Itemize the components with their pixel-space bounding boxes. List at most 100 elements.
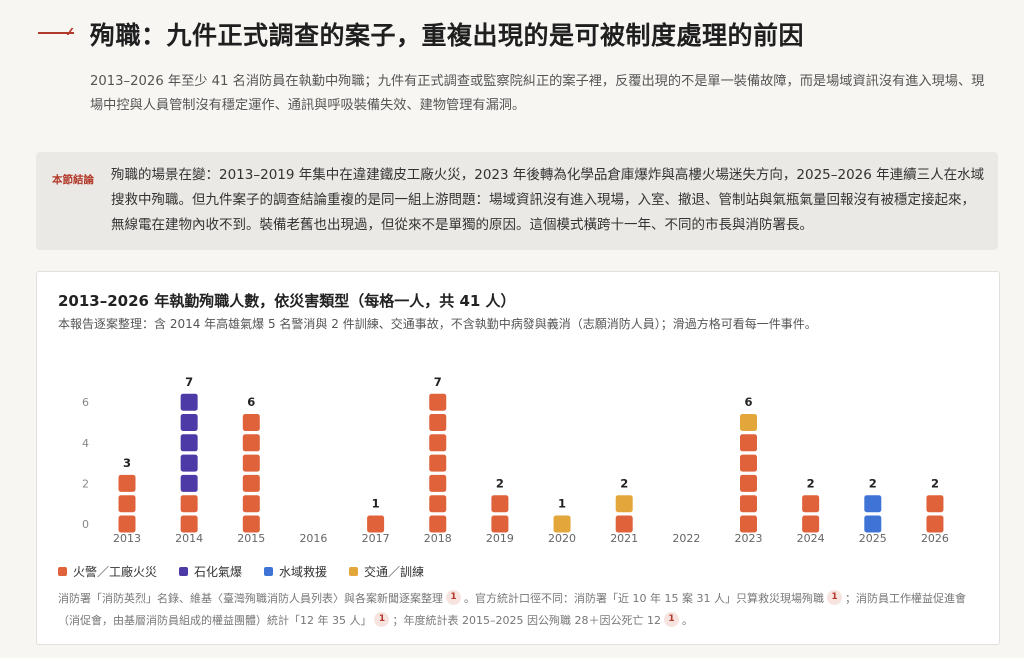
case-square[interactable] (118, 495, 136, 513)
total-label: 1 (558, 497, 566, 511)
case-square[interactable] (740, 495, 757, 513)
source-text-2: 。官方統計口徑不同：消防署「近 10 年 15 案 31 人」只算救災現場殉職 (464, 592, 824, 605)
case-square[interactable] (615, 495, 633, 513)
chart-card: 2013–2026 年執勤殉職人數，依災害類型（每格一人，共 41 人） 本報告… (36, 271, 1000, 645)
case-square[interactable] (553, 515, 571, 533)
case-square[interactable] (491, 515, 509, 533)
legend-swatch (349, 567, 359, 576)
x-tick-label: 2021 (610, 532, 638, 545)
x-tick-label: 2023 (735, 532, 763, 545)
case-square[interactable] (180, 454, 198, 472)
citation-badge[interactable]: 1 (826, 590, 842, 605)
case-square[interactable] (740, 454, 757, 472)
conclusion-callout: 本節結論 殉職的場景在變：2013–2019 年集中在違建鐵皮工廠火災，2023… (36, 152, 998, 250)
x-tick-label: 2013 (113, 532, 141, 545)
case-square[interactable] (180, 393, 198, 411)
source-text-4: ；年度統計表 2015–2025 因公殉職 28＋因公死亡 12 (392, 614, 661, 627)
x-tick-label: 2020 (548, 532, 576, 545)
x-tick-label: 2017 (362, 532, 390, 545)
case-square[interactable] (118, 515, 136, 533)
source-text-5: 。 (681, 614, 693, 627)
total-label: 2 (620, 476, 628, 490)
conclusion-text: 殉職的場景在變：2013–2019 年集中在違建鐵皮工廠火災，2023 年後轉為… (111, 167, 985, 233)
case-square[interactable] (242, 414, 260, 431)
case-square[interactable] (429, 454, 447, 472)
case-square[interactable] (242, 474, 260, 492)
case-square[interactable] (429, 414, 447, 431)
case-square[interactable] (242, 454, 260, 472)
case-square[interactable] (118, 474, 136, 492)
case-square[interactable] (429, 434, 447, 452)
citation-badge[interactable]: 1 (374, 612, 390, 627)
case-square[interactable] (864, 515, 882, 533)
total-label: 2 (807, 476, 815, 490)
x-tick-label: 2018 (424, 532, 452, 545)
x-tick-label: 2016 (299, 532, 327, 545)
case-square[interactable] (180, 515, 198, 533)
case-square[interactable] (180, 434, 198, 452)
case-square[interactable] (180, 474, 198, 492)
x-tick-label: 2025 (859, 532, 887, 545)
case-square[interactable] (429, 495, 447, 513)
citation-badge[interactable]: 1 (663, 612, 679, 627)
case-square[interactable] (242, 434, 260, 452)
x-tick-label: 2022 (672, 532, 700, 545)
case-square[interactable] (864, 495, 882, 513)
total-label: 6 (744, 395, 752, 409)
conclusion-tag: 本節結論 (52, 174, 94, 186)
chart-source: 消防署「消防英烈」名錄、維基〈臺灣殉職消防人員列表〉與各案新聞逐案整理 1 。官方統… (58, 588, 978, 632)
x-tick-label: 2015 (237, 532, 265, 545)
legend-label: 火警／工廠火災 (73, 565, 158, 579)
total-label: 7 (434, 375, 442, 389)
rule-line (38, 32, 74, 34)
case-square[interactable] (926, 495, 944, 513)
source-text-3: ；消防員工作權益促進會（消促會，由基層消防員組成的權益團體）統計「12 年 35… (58, 592, 966, 627)
case-square[interactable] (367, 515, 385, 533)
chart-legend: 火警／工廠火災 石化氣爆 水域救援 交通／訓練 (58, 563, 424, 580)
case-square[interactable] (180, 495, 198, 513)
case-square[interactable] (180, 414, 198, 431)
case-square[interactable] (740, 414, 757, 431)
section-rule (38, 28, 74, 42)
legend-swatch (179, 567, 189, 576)
case-square[interactable] (491, 495, 509, 513)
legend-item: 石化氣爆 (179, 563, 242, 580)
total-label: 6 (247, 395, 255, 409)
case-square[interactable] (242, 495, 260, 513)
waffle-chart: 0 2 4 6 3 2013 7 2014 6 2015 2016 1 2017 7 2018 2 2019 1 2… (82, 375, 949, 545)
legend-item: 水域救援 (264, 563, 327, 580)
case-square[interactable] (429, 515, 447, 533)
y-tick-label: 4 (82, 437, 89, 450)
case-square[interactable] (802, 515, 820, 533)
case-square[interactable] (802, 495, 820, 513)
legend-label: 石化氣爆 (194, 565, 243, 579)
case-square[interactable] (740, 474, 757, 492)
chart-title: 2013–2026 年執勤殉職人數，依災害類型（每格一人，共 41 人） (58, 292, 516, 310)
total-label: 7 (185, 375, 193, 389)
case-square[interactable] (429, 393, 447, 411)
x-tick-label: 2024 (797, 532, 825, 545)
total-label: 3 (123, 456, 131, 470)
y-tick-label: 2 (82, 477, 89, 490)
chart-subtitle: 本報告逐案整理：含 2014 年高雄氣爆 5 名警消與 2 件訓練、交通事故，不… (58, 317, 817, 331)
case-square[interactable] (429, 474, 447, 492)
citation-badge[interactable]: 1 (446, 590, 461, 605)
legend-label: 交通／訓練 (364, 565, 425, 579)
legend-label: 水域救援 (279, 565, 328, 579)
total-label: 2 (869, 476, 877, 490)
x-tick-label: 2014 (175, 532, 203, 545)
legend-item: 交通／訓練 (349, 563, 424, 580)
section-title: 殉職：九件正式調查的案子，重複出現的是可被制度處理的前因 (90, 21, 805, 50)
x-tick-label: 2026 (921, 532, 949, 545)
total-label: 1 (372, 497, 380, 511)
case-square[interactable] (740, 515, 757, 533)
total-label: 2 (931, 476, 939, 490)
legend-item: 火警／工廠火災 (58, 563, 157, 580)
case-square[interactable] (926, 515, 944, 533)
y-tick-label: 0 (82, 518, 89, 531)
source-text-1: 消防署「消防英烈」名錄、維基〈臺灣殉職消防人員列表〉與各案新聞逐案整理 (58, 592, 443, 605)
case-square[interactable] (242, 515, 260, 533)
total-label: 2 (496, 476, 504, 490)
case-square[interactable] (615, 515, 633, 533)
case-square[interactable] (740, 434, 757, 452)
